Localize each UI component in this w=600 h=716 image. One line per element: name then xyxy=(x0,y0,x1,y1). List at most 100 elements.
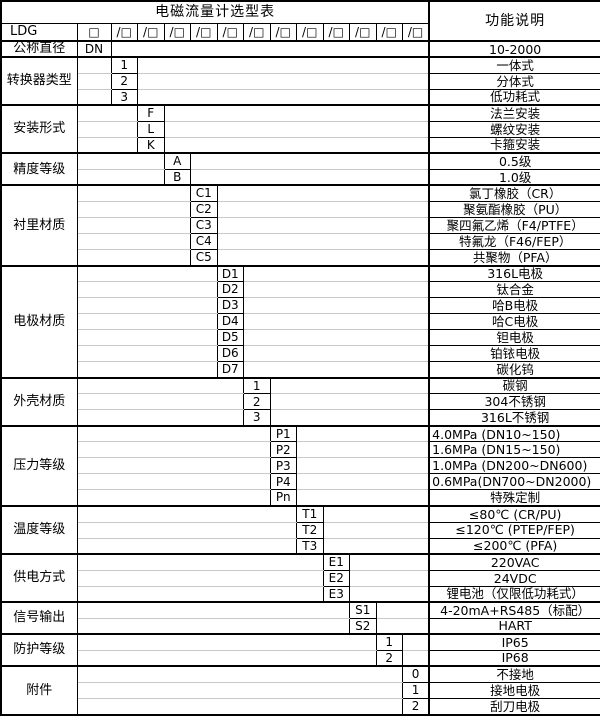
code-cell: C5 xyxy=(190,248,218,267)
code-cell: 2 xyxy=(110,72,138,90)
desc-cell: 哈C电极 xyxy=(428,313,600,331)
empty-cell xyxy=(164,104,430,122)
desc-cell: 一体式 xyxy=(428,56,600,74)
empty-cell xyxy=(296,441,430,459)
table-title: 电磁流量计选型表 xyxy=(0,0,430,24)
empty-cell xyxy=(217,184,430,202)
code-cell: A xyxy=(163,152,191,170)
empty-cell xyxy=(77,248,191,267)
desc-cell: 特殊定制 xyxy=(428,489,600,507)
empty-cell xyxy=(77,184,191,202)
code-cell: B xyxy=(163,168,191,186)
empty-cell xyxy=(217,216,430,234)
empty-cell xyxy=(77,136,138,154)
code-cell: C3 xyxy=(190,216,218,234)
empty-cell xyxy=(77,168,164,186)
model-slot: /□ xyxy=(243,22,271,42)
model-dn-box: □ xyxy=(76,22,112,42)
empty-cell xyxy=(164,120,430,138)
empty-cell xyxy=(243,297,430,315)
desc-cell: 4-20mA+RS485（标配） xyxy=(428,601,600,619)
model-slot: /□ xyxy=(322,22,350,42)
desc-cell: 1.0MPa (DN200~DN600) xyxy=(428,457,600,475)
code-cell: DN xyxy=(76,40,112,58)
code-cell: E1 xyxy=(322,553,350,571)
code-cell: P2 xyxy=(269,441,297,459)
model-slot: /□ xyxy=(349,22,377,42)
group-label: 转换器类型 xyxy=(0,56,78,106)
empty-cell xyxy=(190,168,430,186)
empty-cell xyxy=(77,104,138,122)
code-cell: 0 xyxy=(402,665,430,683)
desc-cell: 316L电极 xyxy=(428,264,600,283)
code-cell: 1 xyxy=(243,376,271,395)
empty-cell xyxy=(77,633,376,651)
empty-cell xyxy=(376,601,430,619)
desc-cell: 刮刀电极 xyxy=(428,697,600,716)
desc-cell: 4.0MPa (DN10~150) xyxy=(428,424,600,443)
empty-cell xyxy=(77,649,376,667)
empty-cell xyxy=(77,72,111,90)
empty-cell xyxy=(77,345,217,363)
code-cell: C1 xyxy=(190,184,218,202)
group-label: 温度等级 xyxy=(0,504,78,555)
model-slot: /□ xyxy=(216,22,244,42)
empty-cell xyxy=(77,281,217,299)
code-cell: D3 xyxy=(216,297,244,315)
code-cell: D1 xyxy=(216,264,244,283)
desc-cell: 1.6MPa (DN15~150) xyxy=(428,441,600,459)
empty-cell xyxy=(243,313,430,331)
code-cell: 3 xyxy=(243,409,271,427)
code-cell: 3 xyxy=(110,88,138,106)
empty-cell xyxy=(270,393,430,411)
empty-cell xyxy=(137,72,430,90)
desc-cell: ≤200℃ (PFA) xyxy=(428,537,600,555)
empty-cell xyxy=(164,136,430,154)
group-label: 电极材质 xyxy=(0,264,78,379)
code-cell: 2 xyxy=(402,697,430,716)
group-label: 供电方式 xyxy=(0,553,78,603)
model-slot: /□ xyxy=(296,22,324,42)
group-label: 压力等级 xyxy=(0,424,78,507)
empty-cell xyxy=(243,281,430,299)
model-slot: /□ xyxy=(402,22,430,42)
group-label: 外壳材质 xyxy=(0,376,78,427)
empty-cell xyxy=(323,537,430,555)
empty-cell xyxy=(77,441,270,459)
empty-cell xyxy=(77,489,270,507)
empty-cell xyxy=(243,361,430,379)
empty-cell xyxy=(349,569,430,587)
empty-cell xyxy=(349,585,430,603)
group-label: 附件 xyxy=(0,665,78,716)
empty-cell xyxy=(217,232,430,251)
desc-cell: ≤120℃ (PTEP/FEP) xyxy=(428,521,600,539)
desc-cell: 低功耗式 xyxy=(428,88,600,106)
group-label: 公称直径 xyxy=(0,40,78,58)
desc-cell: 24VDC xyxy=(428,569,600,587)
desc-cell: 1.0级 xyxy=(428,168,600,186)
desc-cell: ≤80℃ (CR/PU) xyxy=(428,504,600,523)
desc-cell: 共聚物（PFA） xyxy=(428,248,600,267)
code-cell: E3 xyxy=(322,585,350,603)
code-cell: 1 xyxy=(375,633,403,651)
empty-cell xyxy=(77,264,217,283)
empty-cell xyxy=(270,376,430,395)
empty-cell xyxy=(77,537,297,555)
code-cell: 2 xyxy=(375,649,403,667)
code-cell: 2 xyxy=(243,393,271,411)
empty-cell xyxy=(190,152,430,170)
code-cell: P4 xyxy=(269,473,297,491)
code-cell: C2 xyxy=(190,200,218,218)
empty-cell xyxy=(77,393,244,411)
model-slot: /□ xyxy=(110,22,138,42)
empty-cell xyxy=(402,633,430,651)
model-slot: /□ xyxy=(163,22,191,42)
desc-cell: 316L不锈钢 xyxy=(428,409,600,427)
desc-cell: 不接地 xyxy=(428,665,600,683)
empty-cell xyxy=(77,329,217,347)
empty-cell xyxy=(296,424,430,443)
code-cell: D2 xyxy=(216,281,244,299)
function-header: 功能说明 xyxy=(428,0,600,42)
desc-cell: 氯丁橡胶（CR） xyxy=(428,184,600,202)
empty-cell xyxy=(77,697,403,716)
